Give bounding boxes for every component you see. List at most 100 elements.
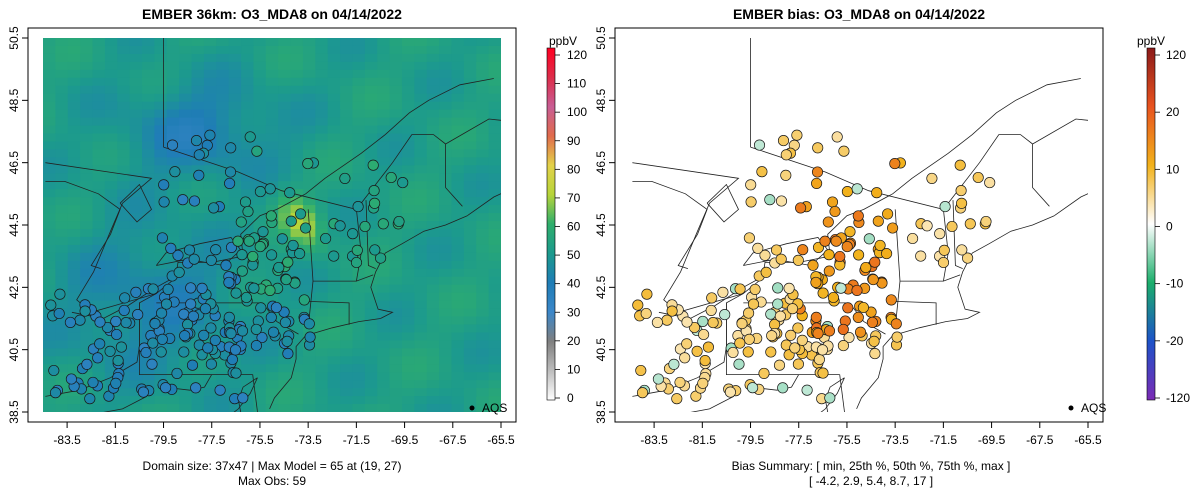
heatmap-cell [414, 157, 428, 166]
heatmap-cell [216, 38, 230, 47]
station-point [280, 274, 292, 286]
heatmap-cell [290, 141, 304, 151]
heatmap-cell [401, 221, 415, 230]
station-point [697, 315, 709, 327]
heatmap-cell [439, 260, 453, 270]
heatmap-cell [377, 149, 391, 158]
heatmap-cell [327, 396, 341, 405]
station-point [284, 187, 296, 199]
heatmap-cell [43, 189, 56, 198]
heatmap-cell [216, 252, 230, 262]
x-tick-label: -83.5 [640, 433, 668, 447]
heatmap-cell [340, 324, 354, 334]
heatmap-cell [315, 189, 329, 198]
station-point [92, 352, 104, 364]
y-tick-label: 46.5 [7, 151, 21, 175]
heatmap-cell [488, 149, 501, 158]
heatmap-cell [55, 141, 69, 151]
heatmap-cell [154, 173, 168, 182]
heatmap-cell [377, 260, 391, 270]
heatmap-cell [129, 236, 143, 246]
heatmap-cell [216, 125, 230, 135]
heatmap-cell [104, 173, 118, 182]
heatmap-cell [203, 284, 217, 294]
heatmap-cell [67, 404, 81, 412]
heatmap-cell [80, 38, 94, 47]
heatmap-cell [117, 364, 131, 373]
heatmap-cell [426, 173, 440, 182]
heatmap-cell [377, 77, 391, 87]
heatmap-cell [476, 173, 490, 182]
heatmap-cell [315, 316, 329, 326]
heatmap-cell [154, 189, 168, 198]
heatmap-cell [488, 372, 501, 381]
station-point [255, 302, 267, 314]
boundary-line [856, 215, 1055, 410]
heatmap-cell [476, 77, 490, 87]
x-tick-label: -67.5 [1026, 433, 1054, 447]
heatmap-cell [179, 388, 193, 397]
heatmap-cell [117, 93, 131, 103]
heatmap-cell [414, 189, 428, 198]
station-point [178, 346, 190, 358]
heatmap-cell [265, 268, 279, 278]
station-point [74, 314, 86, 326]
station-point [186, 359, 199, 371]
heatmap-cell [439, 404, 453, 412]
station-point [193, 169, 205, 181]
heatmap-cell [488, 380, 501, 389]
heatmap-cell [166, 197, 180, 206]
heatmap-cell [80, 157, 94, 166]
heatmap-cell [80, 197, 94, 206]
heatmap-cell [104, 85, 118, 95]
heatmap-cell [142, 53, 156, 63]
heatmap-cell [117, 69, 131, 79]
heatmap-cell [463, 276, 477, 286]
heatmap-cell [290, 109, 304, 119]
heatmap-cell [43, 109, 56, 119]
heatmap-cell [216, 85, 230, 95]
heatmap-cell [67, 236, 81, 246]
heatmap-cell [92, 268, 106, 278]
heatmap-cell [92, 61, 106, 71]
heatmap-cell [426, 85, 440, 95]
heatmap-cell [414, 364, 428, 373]
heatmap-cell [302, 213, 316, 222]
heatmap-cell [228, 117, 242, 127]
station-point [156, 333, 168, 345]
heatmap-cell [463, 69, 477, 79]
heatmap-cell [241, 181, 255, 190]
heatmap-cell [414, 308, 428, 318]
station-point [956, 197, 968, 209]
heatmap-cell [129, 85, 143, 95]
heatmap-cell [253, 380, 267, 389]
heatmap-cell [451, 396, 465, 405]
boundary-line [706, 183, 739, 223]
heatmap-cell [253, 101, 267, 111]
heatmap-cell [154, 117, 168, 127]
heatmap-cell [92, 109, 106, 119]
heatmap-cell [451, 244, 465, 254]
heatmap-cell [463, 221, 477, 230]
boundary-line [269, 215, 468, 410]
heatmap-cell [80, 252, 94, 262]
heatmap-cell [451, 69, 465, 79]
heatmap-cell [142, 61, 156, 71]
heatmap-cell [488, 356, 501, 365]
heatmap-cell [327, 244, 341, 254]
station-point [734, 283, 746, 295]
heatmap-cell [426, 260, 440, 270]
station-point [185, 282, 197, 294]
heatmap-cell [129, 213, 143, 222]
boundary-line [163, 134, 463, 210]
heatmap-cell [203, 101, 217, 111]
heatmap-cell [166, 85, 180, 95]
heatmap-cell [241, 77, 255, 87]
heatmap-cell [179, 101, 193, 111]
heatmap-cell [463, 372, 477, 381]
heatmap-cell [142, 268, 156, 278]
heatmap-cell [92, 213, 106, 222]
heatmap-cell [426, 388, 440, 397]
heatmap-cell [55, 324, 69, 334]
heatmap-cell [451, 61, 465, 71]
